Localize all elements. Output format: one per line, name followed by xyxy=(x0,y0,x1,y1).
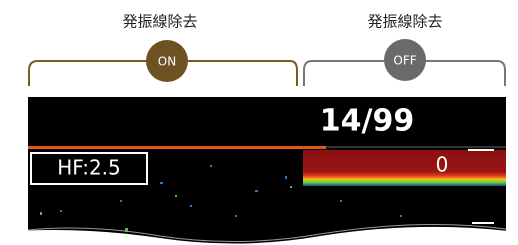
toggle-text: ON xyxy=(158,55,176,69)
counter: 14/99 xyxy=(320,104,414,139)
toggle-text: OFF xyxy=(393,54,416,68)
illustration: 発振線除去 発振線除去 ON OFF 14/99 HF:2.5 0 xyxy=(0,0,518,245)
panel-label: 発振線除去 xyxy=(122,13,197,31)
screenshot: 発振線除去 発振線除去 ON OFF 14/99 HF:2.5 0 xyxy=(0,0,518,245)
line xyxy=(326,146,506,148)
oscillation-line xyxy=(28,146,326,149)
echo-band xyxy=(303,150,506,186)
depth-value: 0 xyxy=(436,153,449,177)
panel-label: 発振線除去 xyxy=(367,13,442,31)
hf-label: HF:2.5 xyxy=(57,156,121,180)
